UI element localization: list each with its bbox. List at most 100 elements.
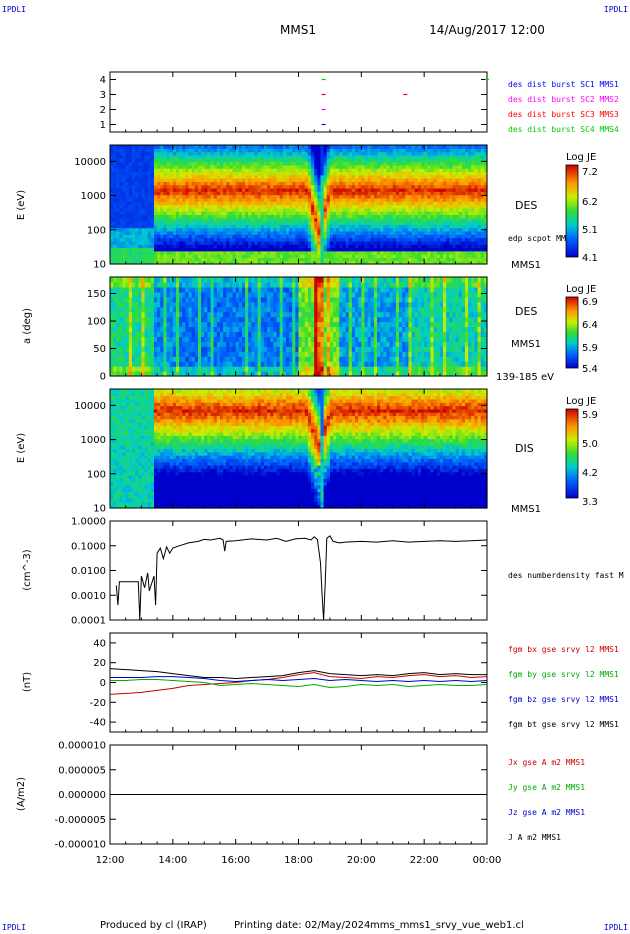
heatmap-cell xyxy=(144,184,149,189)
heatmap-cell xyxy=(245,240,249,245)
corner-label-top-left: IPDLI xyxy=(2,5,26,14)
corner-label-top-right: IPDLI xyxy=(604,5,628,14)
heatmap-cell xyxy=(468,260,472,265)
heatmap-cell xyxy=(411,230,416,235)
heatmap-cell xyxy=(399,145,403,149)
heatmap-cell xyxy=(336,174,340,179)
heatmap-cell xyxy=(411,240,416,245)
heatmap-cell xyxy=(182,260,186,265)
heatmap-cell xyxy=(351,211,356,216)
heatmap-cell xyxy=(150,346,155,352)
heatmap-cell xyxy=(119,214,124,219)
heatmap-cell xyxy=(443,171,447,176)
heatmap-cell xyxy=(446,187,450,192)
heatmap-cell xyxy=(226,178,230,182)
heatmap-cell xyxy=(197,234,202,239)
heatmap-cell xyxy=(232,244,237,249)
heatmap-cell xyxy=(201,194,205,199)
heatmap-cell xyxy=(110,194,114,199)
heatmap-cell xyxy=(386,204,391,209)
heatmap-cell xyxy=(182,257,186,262)
heatmap-cell xyxy=(251,181,256,186)
heatmap-cell xyxy=(427,240,432,245)
heatmap-cell xyxy=(270,194,274,199)
heatmap-cell xyxy=(213,234,218,239)
heatmap-cell xyxy=(289,178,293,182)
heatmap-cell xyxy=(169,174,174,179)
heatmap-cell xyxy=(141,247,146,252)
heatmap-cell xyxy=(333,240,337,245)
heatmap-cell xyxy=(449,164,454,169)
heatmap-cell xyxy=(474,207,479,212)
heatmap-cell xyxy=(273,250,278,255)
heatmap-cell xyxy=(380,211,384,216)
heatmap-cell xyxy=(229,174,234,179)
heatmap-cell xyxy=(389,197,394,202)
heatmap-cell xyxy=(402,154,406,159)
heatmap-cell xyxy=(339,227,344,232)
heatmap-cell xyxy=(188,217,193,222)
heatmap-cell xyxy=(241,197,246,202)
heatmap-cell xyxy=(383,211,388,216)
heatmap-cell xyxy=(226,214,230,219)
heatmap-cell xyxy=(282,184,287,189)
heatmap-cell xyxy=(455,207,460,212)
heatmap-cell xyxy=(289,257,293,262)
heatmap-cell xyxy=(364,148,369,153)
heatmap-cell xyxy=(424,154,428,159)
heatmap-cell xyxy=(433,148,438,153)
heatmap-cell xyxy=(342,174,347,179)
heatmap-cell xyxy=(430,154,435,159)
heatmap-cell xyxy=(446,158,450,163)
heatmap-cell xyxy=(135,211,139,216)
heatmap-cell xyxy=(279,161,284,166)
heatmap-cell xyxy=(373,145,378,149)
heatmap-cell xyxy=(194,145,199,149)
heatmap-cell xyxy=(342,178,347,182)
heatmap-cell xyxy=(163,174,168,179)
heatmap-cell xyxy=(122,257,127,262)
heatmap-cell xyxy=(232,154,237,159)
heatmap-cell xyxy=(370,197,375,202)
heatmap-cell xyxy=(292,201,296,206)
heatmap-cell xyxy=(232,161,237,166)
heatmap-cell xyxy=(131,361,136,367)
heatmap-cell xyxy=(182,361,186,367)
heatmap-cell xyxy=(292,171,296,176)
heatmap-cell xyxy=(417,164,422,169)
heatmap-cell xyxy=(113,311,117,318)
heatmap-cell xyxy=(383,214,388,219)
heatmap-cell xyxy=(446,194,450,199)
heatmap-cell xyxy=(141,230,146,235)
heatmap-cell xyxy=(336,187,340,192)
heatmap-cell xyxy=(307,191,312,196)
heatmap-cell xyxy=(436,224,441,229)
heatmap-cell xyxy=(191,158,196,163)
heatmap-cell xyxy=(421,234,425,239)
heatmap-cell xyxy=(235,221,240,225)
heatmap-cell xyxy=(153,197,158,202)
heatmap-cell xyxy=(175,301,180,308)
heatmap-cell xyxy=(110,151,114,156)
heatmap-cell xyxy=(285,194,290,199)
heatmap-cell xyxy=(436,184,441,189)
heatmap-cell xyxy=(144,164,149,169)
heatmap-cell xyxy=(182,224,186,229)
heatmap-cell xyxy=(405,240,410,245)
heatmap-cell xyxy=(417,244,422,249)
heatmap-cell xyxy=(314,191,318,196)
heatmap-cell xyxy=(226,148,230,153)
heatmap-cell xyxy=(446,148,450,153)
heatmap-cell xyxy=(276,191,281,196)
heatmap-cell xyxy=(232,230,237,235)
heatmap-cell xyxy=(421,257,425,262)
heatmap-cell xyxy=(414,260,419,265)
heatmap-cell xyxy=(194,171,199,176)
heatmap-cell xyxy=(364,257,369,262)
heatmap-cell xyxy=(113,336,117,342)
heatmap-cell xyxy=(342,230,347,235)
heatmap-cell xyxy=(276,197,281,202)
heatmap-cell xyxy=(465,191,469,196)
heatmap-cell xyxy=(175,164,180,169)
heatmap-cell xyxy=(273,247,278,252)
